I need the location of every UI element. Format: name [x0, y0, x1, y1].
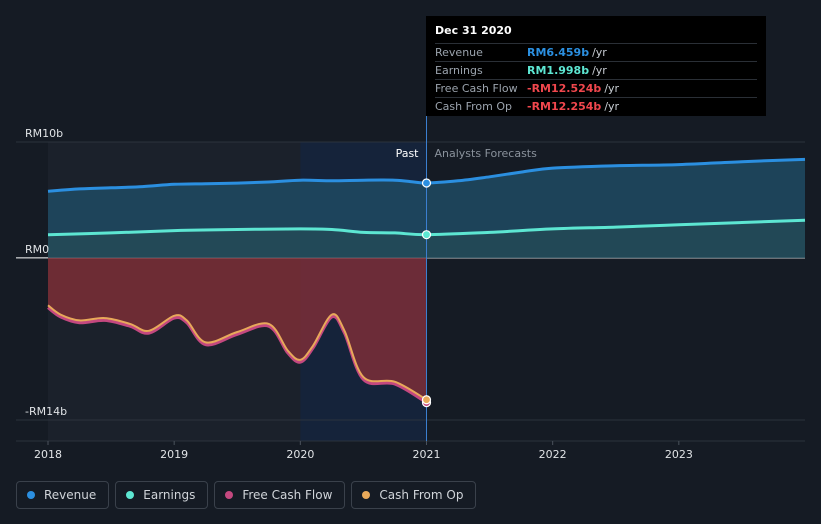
x-tick-label: 2021 [413, 448, 441, 461]
tooltip-value: -RM12.254b [527, 100, 602, 113]
tooltip-value: RM6.459b [527, 46, 590, 59]
y-tick-label: -RM14b [25, 405, 67, 418]
tooltip-unit: /yr [592, 46, 607, 59]
past-label: Past [396, 147, 420, 160]
legend-item-cash-from-op[interactable]: Cash From Op [351, 481, 477, 509]
cash-from-op-line [47, 304, 428, 401]
tooltip-row-free-cash-flow: Free Cash Flow -RM12.524b /yr [435, 79, 757, 97]
legend-item-free-cash-flow[interactable]: Free Cash Flow [214, 481, 346, 509]
y-tick-label: RM0 [25, 243, 49, 256]
tooltip-label: Cash From Op [435, 100, 513, 113]
legend-label: Earnings [143, 488, 196, 502]
tooltip-row-earnings: Earnings RM1.998b /yr [435, 61, 757, 79]
tooltip-label: Free Cash Flow [435, 82, 518, 95]
data-tooltip: Dec 31 2020 Revenue RM6.459b /yr Earning… [426, 16, 766, 116]
cash-from-op-marker [421, 395, 432, 405]
legend-item-earnings[interactable]: Earnings [115, 481, 209, 509]
chart-axes: Past Analysts Forecasts RM10b RM0 -RM14b 2018… [25, 116, 693, 461]
legend-label: Cash From Op [379, 488, 464, 502]
legend-dot-icon [126, 491, 135, 499]
x-tick-label: 2020 [286, 448, 314, 461]
earnings-marker [421, 230, 432, 240]
free-cash-flow-area [48, 257, 427, 403]
earnings-line [47, 218, 806, 237]
y-tick-label: RM10b [25, 127, 63, 140]
legend-dot-icon [27, 491, 35, 499]
tooltip-label: Revenue [435, 46, 483, 59]
tooltip-date: Dec 31 2020 [435, 24, 512, 37]
legend-item-revenue[interactable]: Revenue [16, 481, 110, 509]
tooltip-value: RM1.998b [527, 64, 590, 77]
legend-dot-icon [362, 491, 371, 499]
tooltip-row-revenue: Revenue RM6.459b /yr [435, 43, 757, 61]
tooltip-value: -RM12.524b [527, 82, 602, 95]
chart-markers [421, 178, 432, 408]
revenue-line [47, 157, 806, 193]
chart-lines [47, 157, 806, 404]
revenue-marker [421, 178, 432, 188]
tooltip-row-cash-from-op: Cash From Op -RM12.254b /yr [435, 97, 757, 115]
x-tick-label: 2019 [160, 448, 188, 461]
x-tick-label: 2018 [34, 448, 62, 461]
tooltip-unit: /yr [592, 64, 607, 77]
legend-dot-icon [225, 491, 234, 499]
x-tick-label: 2022 [539, 448, 567, 461]
tooltip-unit: /yr [604, 100, 620, 113]
forecast-label: Analysts Forecasts [435, 147, 538, 160]
legend-label: Free Cash Flow [242, 488, 333, 502]
tooltip-unit: /yr [604, 82, 620, 95]
chart-legend: Revenue Earnings Free Cash Flow Cash Fro… [16, 481, 477, 509]
tooltip-label: Earnings [435, 64, 483, 77]
legend-label: Revenue [44, 488, 97, 502]
x-tick-label: 2023 [665, 448, 693, 461]
